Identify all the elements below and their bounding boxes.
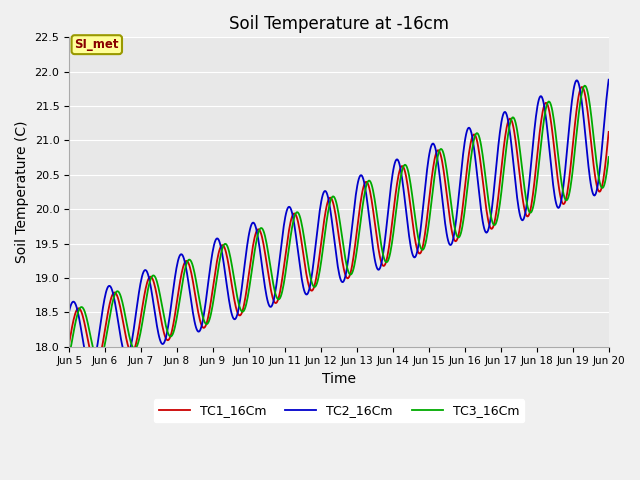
TC1_16Cm	[578, 84, 586, 90]
TC1_16Cm	[75, 305, 83, 311]
TC3_16Cm	[605, 154, 612, 160]
TC2_16Cm	[405, 233, 413, 239]
TC3_16Cm	[75, 307, 83, 313]
TC2_16Cm	[65, 309, 73, 314]
TC3_16Cm	[421, 243, 429, 249]
TC1_16Cm	[65, 340, 73, 346]
TC2_16Cm	[131, 316, 139, 322]
Line: TC1_16Cm: TC1_16Cm	[69, 87, 609, 365]
TC2_16Cm	[87, 366, 95, 372]
Line: TC3_16Cm: TC3_16Cm	[69, 86, 609, 361]
TC1_16Cm	[605, 129, 612, 135]
TC3_16Cm	[186, 257, 194, 263]
TC3_16Cm	[214, 264, 222, 270]
TC2_16Cm	[186, 290, 194, 296]
Line: TC2_16Cm: TC2_16Cm	[69, 80, 609, 369]
TC1_16Cm	[405, 193, 413, 199]
TC2_16Cm	[421, 187, 429, 192]
TC3_16Cm	[581, 83, 589, 89]
TC1_16Cm	[421, 232, 429, 238]
TC2_16Cm	[605, 77, 612, 83]
TC1_16Cm	[131, 344, 139, 349]
Y-axis label: Soil Temperature (C): Soil Temperature (C)	[15, 121, 29, 263]
Text: SI_met: SI_met	[74, 38, 119, 51]
TC3_16Cm	[405, 173, 413, 179]
TC2_16Cm	[214, 237, 222, 242]
TC3_16Cm	[131, 346, 139, 351]
TC3_16Cm	[95, 359, 102, 364]
TC1_16Cm	[186, 264, 194, 270]
X-axis label: Time: Time	[322, 372, 356, 386]
TC1_16Cm	[92, 362, 99, 368]
TC3_16Cm	[65, 353, 73, 359]
TC2_16Cm	[75, 314, 83, 320]
TC1_16Cm	[214, 251, 222, 257]
Legend: TC1_16Cm, TC2_16Cm, TC3_16Cm: TC1_16Cm, TC2_16Cm, TC3_16Cm	[154, 399, 524, 422]
Title: Soil Temperature at -16cm: Soil Temperature at -16cm	[229, 15, 449, 33]
